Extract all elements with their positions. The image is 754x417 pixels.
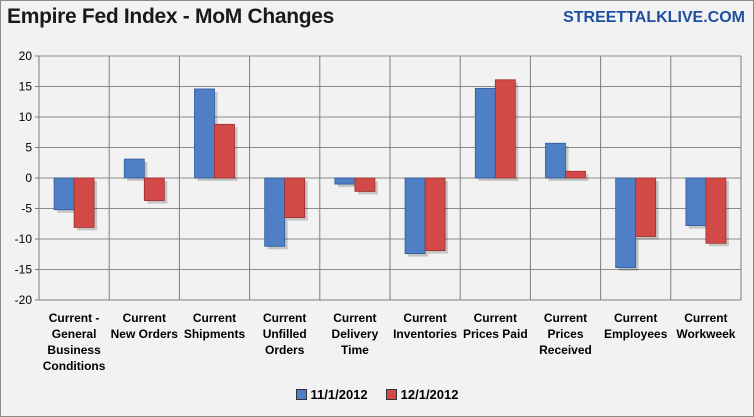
category-label-line: Current <box>474 311 517 325</box>
bar-series-1 <box>194 88 215 179</box>
category-label-line: Current - <box>49 311 100 325</box>
bar-series-2 <box>635 177 657 237</box>
category-label: Current Unfilled Orders <box>263 311 307 357</box>
category-label-line: Current <box>333 311 376 325</box>
bar-series-1 <box>53 177 75 211</box>
category-label-line: Current <box>263 311 306 325</box>
bar-series-2 <box>284 177 306 219</box>
category-label-line: New Orders <box>111 327 179 341</box>
bar-series-1 <box>545 142 566 179</box>
bar-series-2 <box>354 177 376 192</box>
category-label-line: Prices Paid <box>463 327 528 341</box>
category-label-line: Inventories <box>393 327 457 341</box>
category-label-line: Current <box>684 311 727 325</box>
category-label-line: Orders <box>265 343 305 357</box>
bar-series-2 <box>565 170 586 179</box>
bar-series-2 <box>214 123 235 179</box>
y-tick-label: 15 <box>19 80 33 94</box>
bar-series-1 <box>334 177 356 185</box>
category-label-line: Current <box>123 311 166 325</box>
category-label-line: Current <box>614 311 657 325</box>
bar-series-1 <box>123 158 145 179</box>
bar-series-2 <box>143 177 165 201</box>
category-label: Current Inventories <box>393 311 457 341</box>
category-label-line: Business <box>47 343 101 357</box>
legend-item: 11/1/2012 <box>295 387 368 402</box>
legend-item: 12/1/2012 <box>385 387 459 402</box>
bar-series-1 <box>474 87 496 179</box>
category-label-line: Conditions <box>43 359 106 373</box>
category-label-line: Delivery <box>332 327 379 341</box>
category-label-line: Received <box>539 343 592 357</box>
y-tick-label: 20 <box>19 49 33 63</box>
category-label: Current Workweek <box>676 311 735 341</box>
category-label-line: Unfilled <box>263 327 307 341</box>
y-tick-label: 0 <box>25 171 32 185</box>
bar-series-1 <box>404 177 426 255</box>
bar-series-1 <box>615 177 637 269</box>
bar-series-2 <box>424 177 446 251</box>
bar-series-2 <box>705 177 727 244</box>
category-label-line: Current <box>193 311 236 325</box>
y-tick-label: -15 <box>15 263 33 277</box>
category-label-line: Workweek <box>676 327 735 341</box>
legend-label: 11/1/2012 <box>310 387 368 402</box>
bar-series-2 <box>73 177 95 228</box>
legend-swatch <box>295 389 307 400</box>
y-tick-label: 5 <box>25 141 32 155</box>
bar-series-2 <box>494 79 516 179</box>
chart-title: Empire Fed Index - MoM Changes <box>7 5 335 28</box>
category-label-line: Prices <box>547 327 583 341</box>
y-tick-label: 10 <box>19 110 33 124</box>
y-tick-label: -20 <box>15 293 33 307</box>
y-tick-label: -10 <box>15 232 33 246</box>
y-tick-label: -5 <box>21 202 32 216</box>
chart-legend: 11/1/2012 12/1/2012 <box>0 387 754 402</box>
bar-series-1 <box>685 177 707 226</box>
category-label: Current Prices Received <box>539 311 592 357</box>
category-label: Current Prices Paid <box>463 311 528 341</box>
legend-swatch <box>385 389 397 400</box>
category-label: Current Employees <box>604 311 668 341</box>
brand-watermark: STREETTALKLIVE.COM <box>563 9 745 26</box>
category-label: Current - General Business Conditions <box>43 311 106 373</box>
category-label-line: Current <box>544 311 587 325</box>
category-label-line: Employees <box>604 327 668 341</box>
bar-series-1 <box>264 177 286 247</box>
category-label: Current Delivery Time <box>332 311 379 357</box>
category-label: Current New Orders <box>111 311 179 341</box>
category-label-line: General <box>52 327 97 341</box>
legend-label: 12/1/2012 <box>400 387 459 402</box>
category-label-line: Shipments <box>184 327 246 341</box>
category-label-line: Current <box>403 311 446 325</box>
category-label-line: Time <box>341 343 369 357</box>
category-label: Current Shipments <box>184 311 246 341</box>
